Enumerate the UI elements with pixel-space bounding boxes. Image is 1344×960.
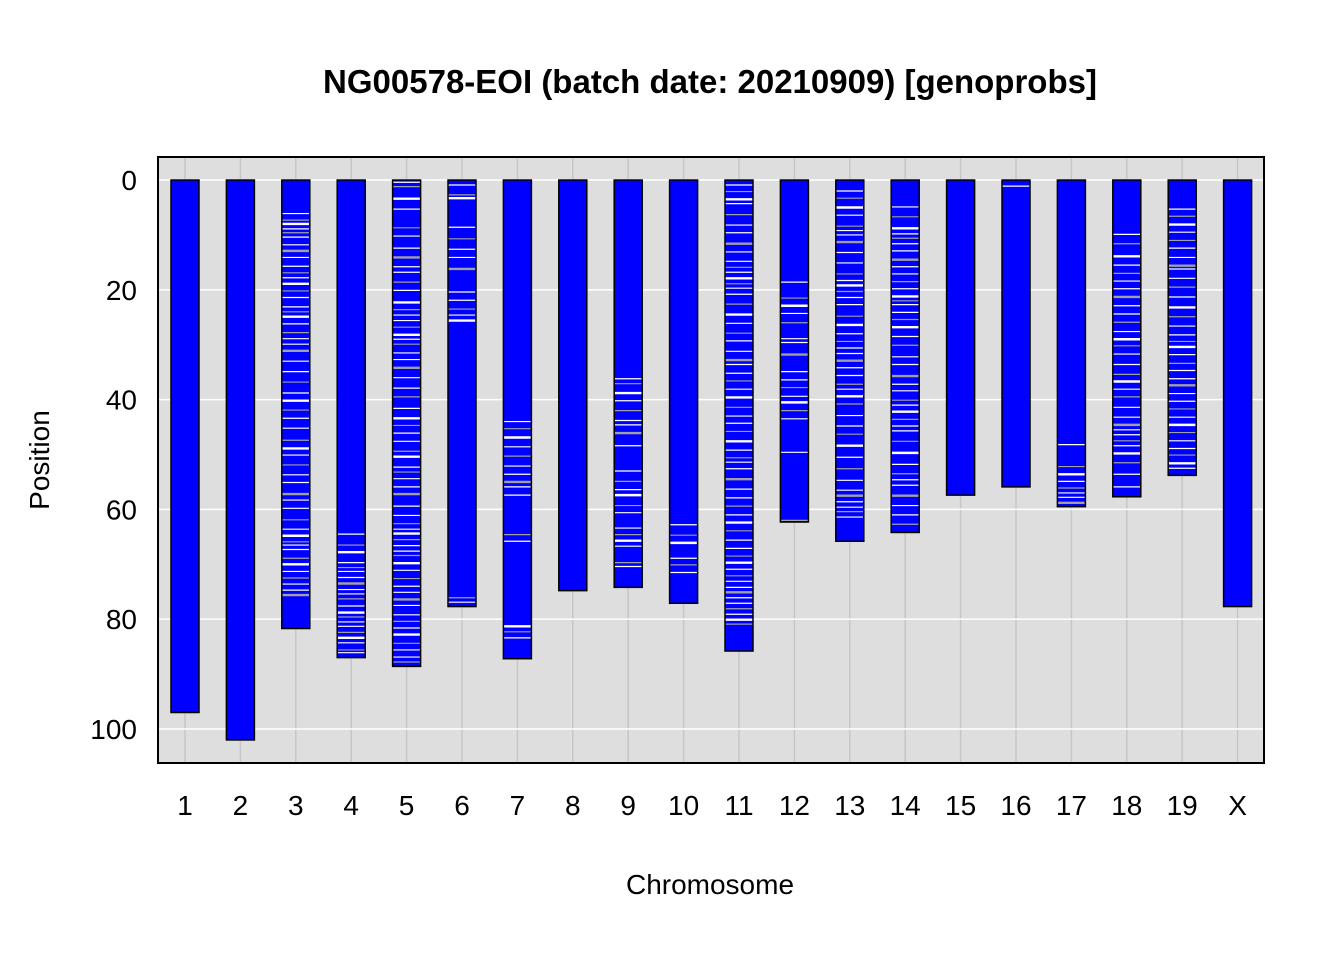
x-tick-label: 14 — [890, 790, 921, 821]
x-tick-label: 12 — [779, 790, 810, 821]
y-axis-title: Position — [24, 410, 55, 510]
chromosome-bar-outline-X — [1222, 179, 1253, 608]
y-tick-label: 40 — [106, 385, 137, 416]
chromosome-bar-outline-10 — [668, 179, 699, 605]
y-tick-label: 20 — [106, 275, 137, 306]
x-tick-label: 11 — [724, 790, 753, 821]
x-tick-label: 9 — [620, 790, 636, 821]
chromosome-bar-outline-14 — [890, 179, 920, 534]
y-tick-label: 60 — [106, 494, 137, 525]
chromosome-bar-5 — [392, 180, 421, 667]
chromosome-bars — [170, 179, 1253, 741]
chromosome-bar-outline-2 — [225, 179, 256, 741]
chromosome-bar-outline-1 — [170, 179, 200, 714]
chromosome-bar-outline-13 — [835, 179, 865, 542]
x-tick-label: 4 — [343, 790, 359, 821]
x-tick-label: 16 — [1000, 790, 1031, 821]
x-tick-label: 3 — [288, 790, 304, 821]
chromosome-bar-outline-18 — [1112, 179, 1142, 498]
y-tick-label: 80 — [106, 604, 137, 635]
chromosome-bar-outline-6 — [447, 179, 477, 608]
x-axis-title: Chromosome — [626, 869, 794, 900]
chromosome-bar-outline-11 — [724, 179, 754, 652]
chromosome-bar-2 — [226, 180, 255, 740]
y-tick-label: 100 — [90, 714, 137, 745]
plot-panel — [158, 157, 1264, 763]
x-tick-label: X — [1228, 790, 1247, 821]
chromosome-bar-outline-17 — [1056, 179, 1087, 508]
chromosome-bar-19 — [1168, 180, 1197, 476]
chromosome-bar-1 — [171, 180, 199, 713]
x-tick-label: 6 — [454, 790, 470, 821]
chromosome-bar-X — [1223, 180, 1252, 607]
chromosome-bar-6 — [448, 180, 476, 607]
chromosome-bar-outline-4 — [336, 179, 366, 659]
y-tick-label: 0 — [121, 165, 137, 196]
chromosome-bar-4 — [337, 180, 366, 658]
x-tick-label: 17 — [1056, 790, 1087, 821]
y-axis: 0 20 40 60 80 100 — [90, 165, 137, 745]
chromosome-bar-7 — [503, 180, 532, 659]
chromosome-bar-outline-9 — [613, 179, 643, 589]
plot-border — [157, 156, 1265, 764]
chromosome-bar-outline-7 — [502, 179, 533, 660]
chromosome-bar-outline-3 — [281, 179, 311, 630]
chromosome-bar-16 — [1002, 180, 1030, 487]
x-tick-label: 7 — [510, 790, 526, 821]
x-tick-label: 1 — [177, 790, 193, 821]
x-tick-label: 13 — [834, 790, 865, 821]
chromosome-bar-outline-16 — [1001, 179, 1031, 488]
x-tick-label: 19 — [1167, 790, 1198, 821]
x-tick-label: 5 — [399, 790, 415, 821]
chromosome-bar-10 — [669, 180, 698, 604]
chromosome-bar-12 — [780, 180, 809, 523]
x-tick-label: 15 — [945, 790, 976, 821]
chromosome-bar-3 — [281, 180, 310, 629]
x-tick-label: 8 — [565, 790, 581, 821]
chromosome-bar-outline-19 — [1167, 179, 1197, 477]
chromosome-bar-17 — [1057, 180, 1086, 507]
chromosome-bar-outline-12 — [779, 179, 810, 523]
x-tick-label: 10 — [668, 790, 699, 821]
chromosome-bar-outline-15 — [945, 179, 976, 496]
chart-title: NG00578-EOI (batch date: 20210909) [geno… — [323, 63, 1097, 100]
x-tick-label: 18 — [1111, 790, 1142, 821]
chromosome-bar-15 — [946, 180, 975, 496]
chromosome-bar-8 — [558, 180, 587, 591]
x-axis: 1 2 3 4 5 6 7 8 9 10 11 12 13 14 15 16 17 18 19 X — [177, 790, 1247, 821]
chromosome-bar-outline-5 — [391, 179, 422, 668]
x-tick-label: 2 — [233, 790, 249, 821]
chromosome-bar-outline-8 — [558, 179, 588, 592]
